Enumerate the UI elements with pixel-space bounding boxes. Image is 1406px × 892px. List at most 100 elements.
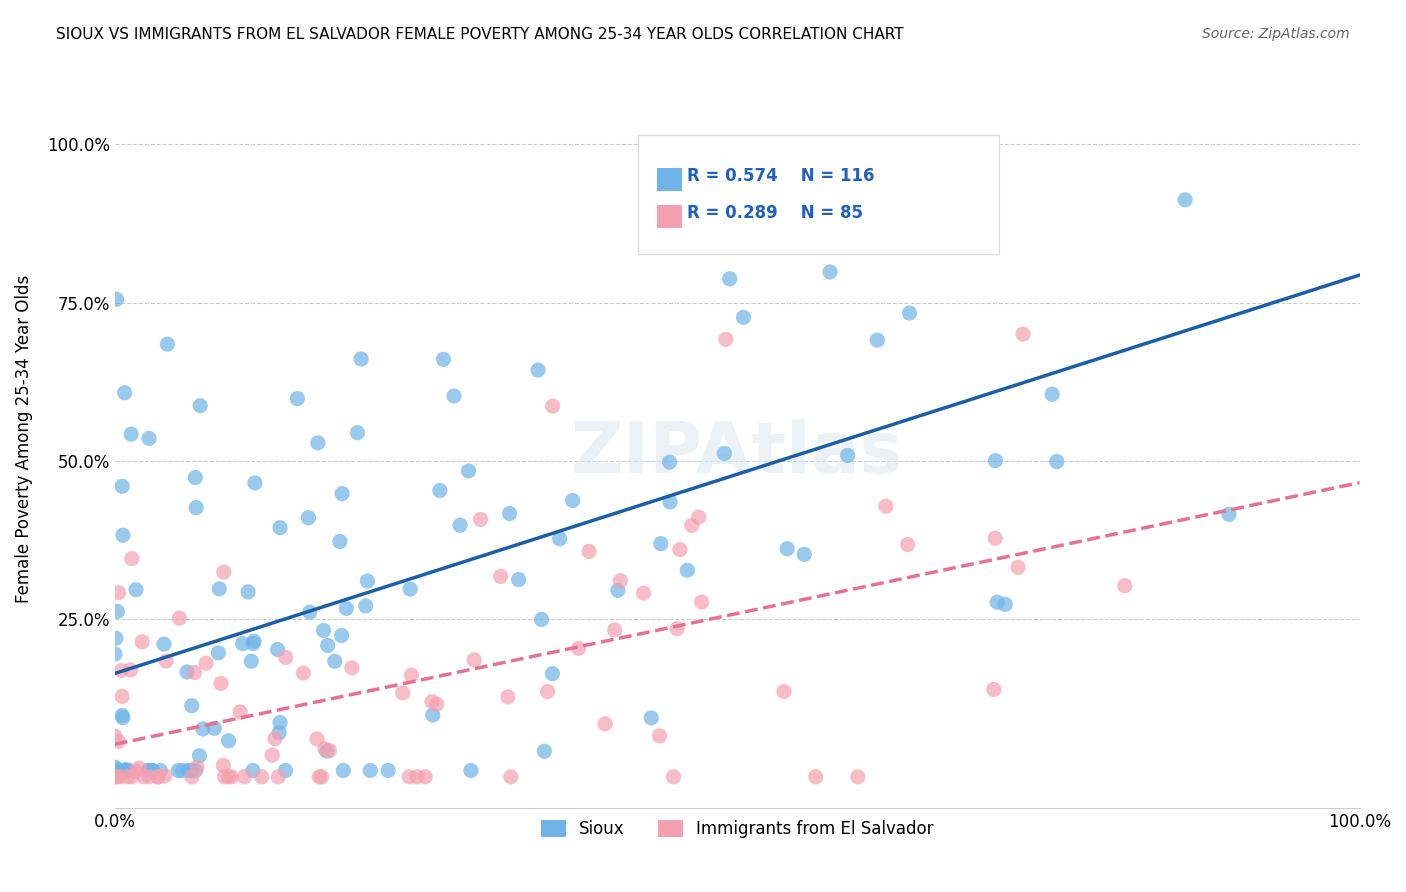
Point (688, 510, 710, 524)
Point (111, 711, 134, 725)
Point (718, 272, 741, 286)
Point (508, 573, 530, 587)
Point (105, 604, 128, 618)
Point (733, 310, 755, 325)
Point (463, 653, 485, 667)
Point (316, 744, 339, 758)
Point (1114, 579, 1136, 593)
Point (773, 684, 796, 698)
Point (186, 500, 208, 515)
Point (214, 770, 236, 784)
Point (207, 646, 229, 660)
Point (242, 764, 264, 778)
Point (976, 201, 998, 215)
Point (105, 764, 128, 778)
Point (141, 764, 163, 778)
Point (650, 537, 672, 551)
Point (107, 585, 129, 599)
Point (1007, 560, 1029, 574)
Point (115, 770, 138, 784)
Point (633, 586, 655, 600)
Point (1218, 508, 1240, 522)
Point (180, 698, 202, 713)
Point (426, 698, 449, 712)
Point (429, 483, 451, 498)
Point (202, 721, 225, 735)
Point (125, 764, 148, 779)
Point (457, 464, 479, 478)
Point (138, 764, 160, 778)
Point (169, 611, 191, 625)
Point (104, 729, 127, 743)
Point (994, 597, 1017, 611)
Point (153, 769, 176, 783)
Point (188, 399, 211, 413)
Point (146, 770, 169, 784)
Point (567, 641, 589, 656)
Point (114, 764, 136, 778)
Point (432, 352, 454, 367)
Point (323, 654, 346, 668)
Point (793, 547, 815, 561)
Point (354, 599, 377, 613)
Point (176, 665, 198, 679)
Point (114, 385, 136, 400)
Point (208, 582, 231, 596)
Text: Source: ZipAtlas.com: Source: ZipAtlas.com (1202, 27, 1350, 41)
Text: ZIPAtlas: ZIPAtlas (571, 418, 904, 488)
Point (496, 690, 519, 704)
Point (898, 306, 921, 320)
Text: SIOUX VS IMMIGRANTS FROM EL SALVADOR FEMALE POVERTY AMONG 25-34 YEAR OLDS CORREL: SIOUX VS IMMIGRANTS FROM EL SALVADOR FEM… (56, 27, 904, 42)
Point (125, 582, 148, 597)
Point (346, 425, 368, 440)
Point (541, 399, 564, 413)
Point (184, 470, 207, 484)
Point (104, 632, 127, 646)
Point (120, 663, 142, 677)
Point (218, 734, 240, 748)
Point (727, 137, 749, 152)
Point (112, 764, 135, 778)
Point (398, 770, 420, 784)
Point (659, 495, 682, 509)
Point (298, 605, 321, 619)
Point (240, 654, 263, 668)
Point (897, 537, 920, 551)
Point (690, 595, 713, 609)
Point (112, 764, 135, 778)
Point (311, 770, 333, 784)
Point (132, 770, 155, 784)
Point (1012, 327, 1035, 342)
Point (156, 337, 179, 351)
Point (359, 764, 381, 778)
Point (658, 455, 681, 469)
Point (312, 624, 335, 638)
Point (267, 770, 290, 784)
Point (713, 446, 735, 460)
Point (183, 665, 205, 680)
Point (104, 760, 127, 774)
Point (915, 157, 938, 171)
Point (662, 770, 685, 784)
Point (593, 716, 616, 731)
Legend: Sioux, Immigrants from El Salvador: Sioux, Immigrants from El Salvador (534, 813, 941, 845)
Point (640, 711, 662, 725)
Point (146, 770, 169, 784)
Point (804, 770, 827, 784)
Point (422, 708, 444, 723)
Point (105, 770, 128, 784)
Point (195, 656, 218, 670)
Y-axis label: Female Poverty Among 25-34 Year Olds: Female Poverty Among 25-34 Year Olds (15, 275, 32, 603)
Point (578, 544, 600, 558)
Point (533, 744, 555, 758)
Point (209, 676, 232, 690)
Point (236, 585, 259, 599)
Point (714, 332, 737, 346)
Point (984, 453, 1007, 467)
Point (232, 637, 254, 651)
Point (285, 392, 308, 406)
Point (676, 563, 699, 577)
Point (262, 747, 284, 762)
Point (120, 427, 142, 442)
Point (242, 637, 264, 651)
